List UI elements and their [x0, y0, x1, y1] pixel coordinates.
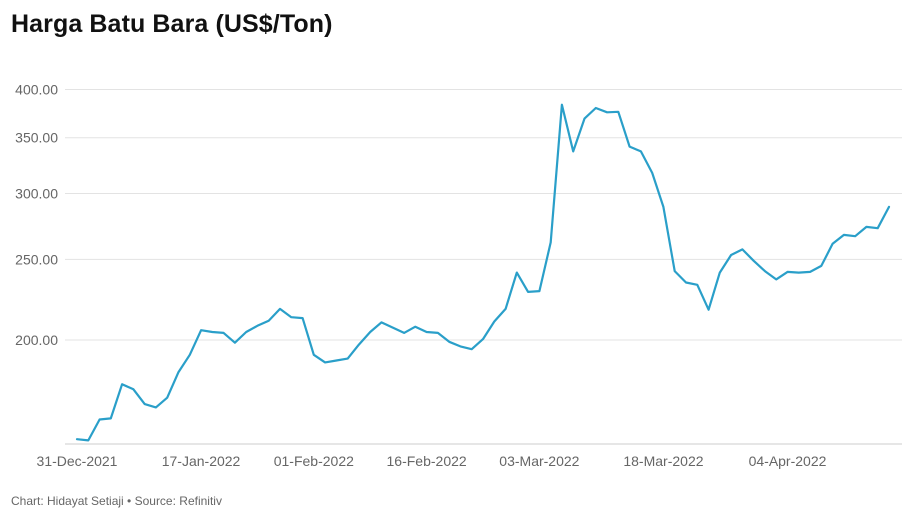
- x-axis: 31-Dec-2021 17-Jan-2022 01-Feb-2022 16-Feb-…: [37, 453, 827, 469]
- chart-footer: Chart: Hidayat Setiaji • Source: Refinit…: [11, 494, 222, 508]
- y-tick-label: 250.00: [15, 251, 58, 267]
- series-layer: [77, 105, 889, 441]
- x-tick-label: 03-Mar-2022: [499, 453, 579, 469]
- x-tick-label: 04-Apr-2022: [749, 453, 827, 469]
- y-tick-label: 350.00: [15, 130, 58, 146]
- x-tick-label: 31-Dec-2021: [37, 453, 118, 469]
- x-tick-label: 17-Jan-2022: [162, 453, 241, 469]
- x-tick-label: 18-Mar-2022: [623, 453, 703, 469]
- y-tick-label: 400.00: [15, 81, 58, 97]
- series-line: [77, 105, 889, 441]
- y-axis: 200.00 250.00 300.00 350.00 400.00: [15, 81, 58, 348]
- y-tick-label: 200.00: [15, 332, 58, 348]
- y-tick-label: 300.00: [15, 185, 58, 201]
- x-tick-label: 01-Feb-2022: [274, 453, 354, 469]
- gridlines: [65, 89, 902, 444]
- x-tick-label: 16-Feb-2022: [387, 453, 467, 469]
